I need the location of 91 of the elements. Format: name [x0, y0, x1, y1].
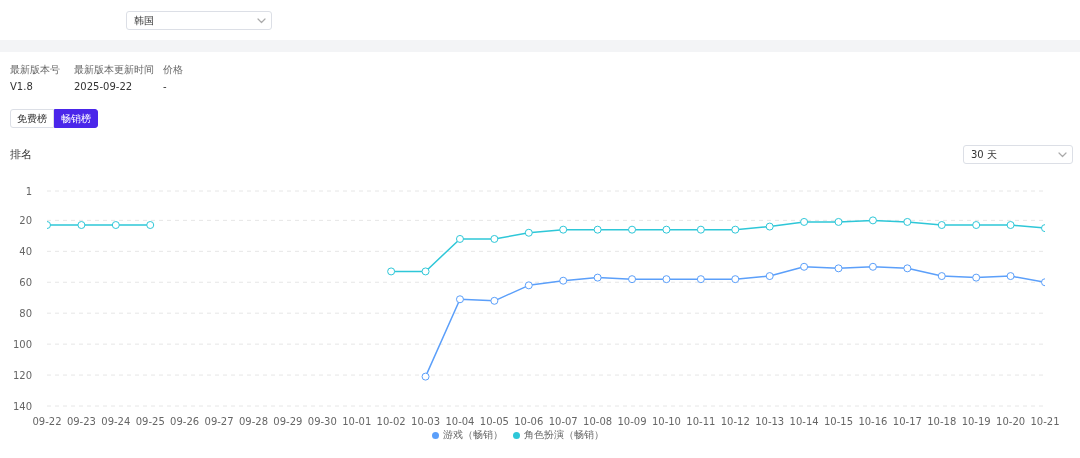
x-tick-label: 10-01	[342, 416, 372, 428]
y-tick-label: 140	[12, 400, 32, 412]
point	[524, 281, 533, 290]
point	[800, 262, 809, 271]
legend-label: 游戏（畅销）	[442, 429, 503, 440]
text: -	[163, 81, 167, 93]
x-tick-label: 10-02	[376, 416, 406, 428]
x-tick-label: 10-17	[892, 416, 922, 428]
text: 2025-09-22	[74, 81, 133, 93]
point	[662, 225, 671, 234]
point	[455, 295, 464, 304]
point	[731, 275, 740, 284]
dropdown: 韩国	[126, 11, 272, 30]
point	[937, 272, 946, 281]
x-tick-label: 09-28	[238, 416, 269, 428]
y-tick-label: 80	[19, 307, 32, 319]
text: 最新版本号	[10, 64, 60, 76]
point	[972, 221, 981, 230]
x-tick-label: 10-08	[583, 416, 613, 428]
point	[696, 225, 705, 234]
point	[111, 221, 120, 230]
point	[765, 222, 774, 231]
y-tick-label: 20	[19, 214, 32, 226]
point	[559, 276, 568, 285]
x-tick-label: 10-11	[686, 416, 716, 428]
x-tick-label: 09-27	[204, 416, 234, 428]
text: 价格	[163, 64, 183, 76]
point	[593, 225, 602, 234]
point	[490, 234, 499, 243]
tab-button: 免费榜	[10, 109, 54, 128]
tab-button: 畅销榜	[54, 109, 98, 128]
point	[868, 216, 877, 225]
point	[77, 221, 86, 230]
point	[834, 217, 843, 226]
point	[421, 267, 430, 276]
point	[903, 217, 912, 226]
point	[387, 267, 396, 276]
point	[834, 264, 843, 273]
x-tick-label: 10-20	[996, 416, 1026, 428]
y-tick-label: 1	[25, 185, 32, 197]
point	[421, 372, 430, 381]
x-tick-label: 10-14	[789, 416, 819, 428]
x-tick-label: 09-24	[101, 416, 131, 428]
point	[765, 272, 774, 281]
x-tick-label: 10-10	[651, 416, 681, 428]
point	[1006, 272, 1015, 281]
x-tick-label: 10-06	[514, 416, 544, 428]
text: V1.8	[10, 81, 33, 93]
y-tick-label: 40	[19, 245, 32, 257]
x-tick-label: 10-19	[961, 416, 991, 428]
point	[593, 273, 602, 282]
point	[490, 296, 499, 305]
point	[146, 221, 155, 230]
x-tick-label: 10-12	[720, 416, 750, 428]
x-tick-label: 10-15	[823, 416, 854, 428]
x-tick-label: 10-18	[927, 416, 957, 428]
point	[1006, 221, 1015, 230]
point	[628, 275, 637, 284]
x-tick-label: 10-13	[755, 416, 785, 428]
x-tick-label: 09-22	[32, 416, 62, 428]
point	[972, 273, 981, 282]
dropdown: 30 天	[963, 145, 1073, 164]
point	[628, 225, 637, 234]
x-tick-label: 10-07	[548, 416, 578, 428]
y-axis-title: 排名	[10, 148, 32, 161]
point	[662, 275, 671, 284]
point	[868, 262, 877, 271]
point	[455, 234, 464, 243]
y-tick-label: 60	[19, 276, 32, 288]
x-tick-label: 09-25	[135, 416, 165, 428]
legend-label: 角色扮演（畅销）	[523, 429, 604, 440]
point	[903, 264, 912, 273]
point	[731, 225, 740, 234]
x-tick-label: 09-26	[170, 416, 200, 428]
point	[800, 217, 809, 226]
x-tick-label: 10-04	[445, 416, 475, 428]
x-tick-label: 10-05	[479, 416, 509, 428]
point	[696, 275, 705, 284]
point	[559, 225, 568, 234]
x-tick-label: 09-29	[273, 416, 303, 428]
point	[524, 228, 533, 237]
y-tick-label: 100	[12, 338, 32, 350]
text: 最新版本更新时间	[74, 64, 154, 76]
x-tick-label: 10-03	[411, 416, 441, 428]
x-tick-label: 09-23	[66, 416, 96, 428]
x-tick-label: 10-21	[1030, 416, 1060, 428]
y-tick-label: 120	[12, 369, 32, 381]
point	[937, 221, 946, 230]
x-tick-label: 09-30	[307, 416, 337, 428]
x-tick-label: 10-16	[858, 416, 888, 428]
x-tick-label: 10-09	[617, 416, 647, 428]
